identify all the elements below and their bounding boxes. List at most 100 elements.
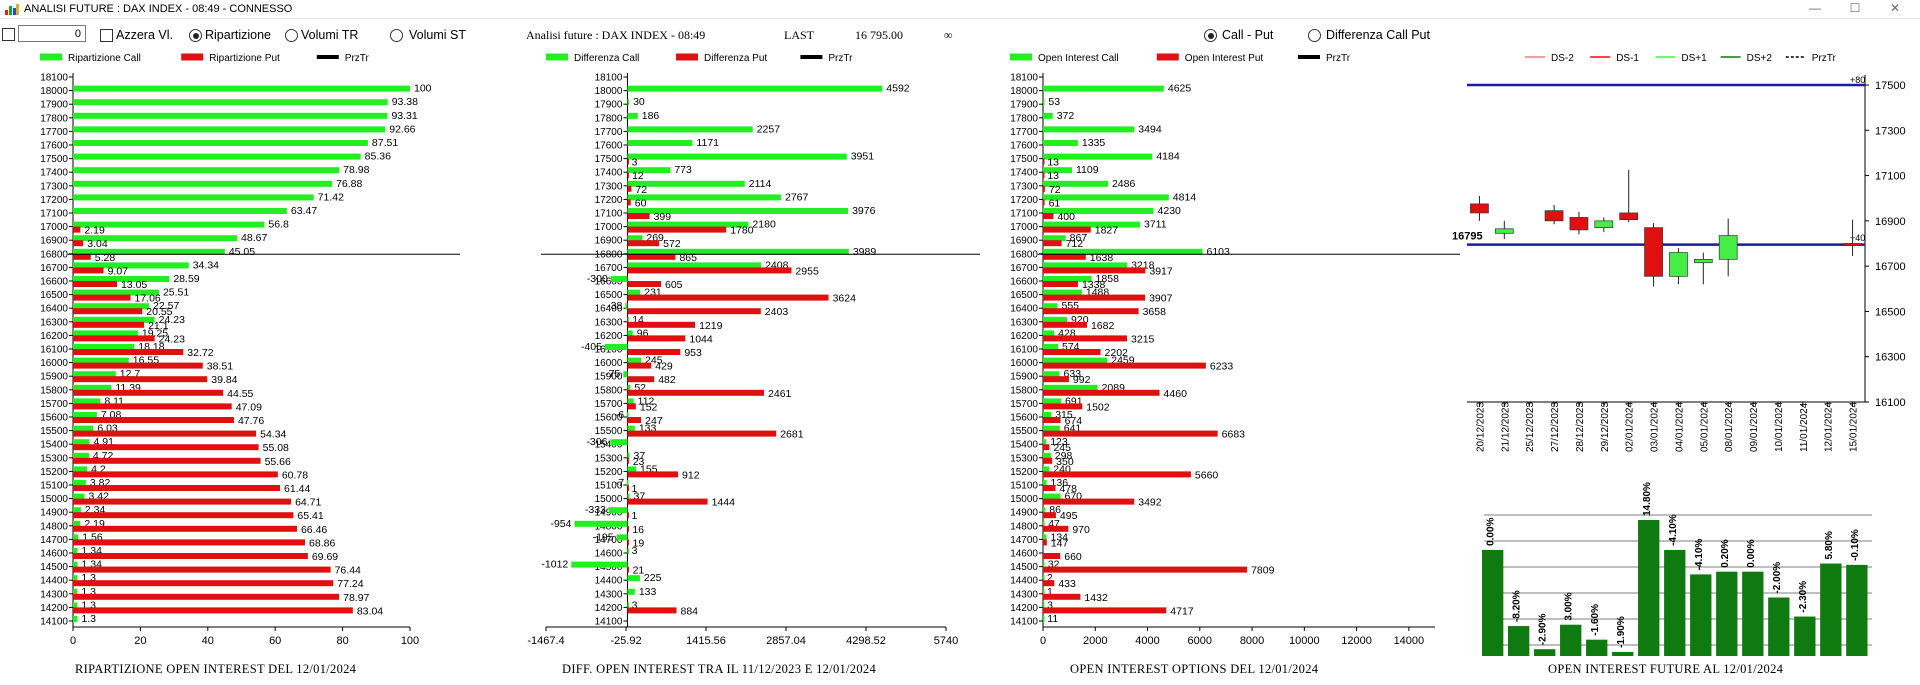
- y-tick-label: 17600: [40, 141, 68, 152]
- bar-call: [627, 425, 635, 432]
- y-tick-label: 17100: [1010, 209, 1038, 220]
- bar-call: [627, 316, 629, 323]
- volumi-st-radio[interactable]: [390, 29, 403, 42]
- bar-put-label: 61.44: [284, 483, 310, 495]
- right-marker-upper: +80: [1850, 75, 1865, 85]
- y-tick-label: 17700: [595, 127, 623, 138]
- bar-call: [1043, 248, 1203, 255]
- bar-put-label: 55.66: [265, 456, 291, 468]
- y-tick-label: 18100: [1010, 73, 1038, 84]
- y-tick-label: 16200: [40, 331, 68, 342]
- bar-put-label: 5.28: [95, 252, 116, 264]
- y-tick-label: 18000: [595, 86, 623, 97]
- bar-put: [1043, 539, 1047, 546]
- bar-call-label: 298: [1055, 450, 1073, 462]
- bar-put: [1043, 607, 1167, 614]
- bar-call: [73, 180, 333, 187]
- bar-put: [627, 566, 629, 573]
- y-tick-label: 15000: [1010, 494, 1038, 505]
- y-tick-label: 14800: [1010, 521, 1038, 532]
- bar-call: [627, 357, 642, 364]
- y-tick-label: 14100: [40, 617, 68, 628]
- bar-call: [1043, 466, 1050, 473]
- bar-call-label: 3494: [1138, 123, 1162, 135]
- candle-body: [1693, 259, 1713, 264]
- bar-put-label: 1780: [730, 225, 754, 237]
- ripartizione-label: Ripartizione: [205, 28, 272, 42]
- bar-call: [73, 112, 388, 119]
- candle-body: [1619, 212, 1639, 221]
- legend-label-2: PrzTr: [1326, 53, 1351, 64]
- bar-put-label: 47.09: [236, 401, 262, 413]
- bar-put-label: 9.07: [108, 265, 129, 277]
- bar-put: [73, 376, 208, 383]
- bar-call-label: -75: [605, 368, 620, 380]
- bar-put-label: 3917: [1149, 265, 1173, 277]
- diff-call-put-radio[interactable]: [1308, 29, 1321, 42]
- bar-call: [73, 398, 101, 405]
- value-input[interactable]: [18, 25, 86, 42]
- bar-call: [73, 520, 81, 527]
- y-tick-label: 18000: [1010, 86, 1038, 97]
- y-tick-label: 16600: [40, 277, 68, 288]
- bar-put-label: 4460: [1164, 388, 1188, 400]
- bar-call-label: 372: [1057, 110, 1075, 122]
- x-tick-label: -1467.4: [527, 635, 564, 647]
- close-button[interactable]: ✕: [1889, 1, 1901, 15]
- bar-call-label: -954: [550, 518, 571, 530]
- bar-call-label: 24.23: [159, 314, 185, 326]
- bar-call: [73, 167, 340, 174]
- bar-call: [1043, 561, 1045, 568]
- bar-put-label: 17.06: [134, 293, 160, 305]
- y-tick-label: 15900: [595, 372, 623, 383]
- bar-put: [73, 403, 232, 410]
- bar-call-label: 2114: [749, 178, 772, 190]
- y-tick-label: 16500: [40, 290, 68, 301]
- call-put-radio[interactable]: [1204, 29, 1217, 42]
- maximize-button[interactable]: ☐: [1849, 1, 1861, 15]
- y-tick-label: 15000: [40, 494, 68, 505]
- bar-call-label: 14: [632, 314, 644, 326]
- bar-call: [627, 221, 749, 228]
- bar-call: [604, 344, 628, 350]
- y-tick-label: 17700: [1010, 127, 1038, 138]
- date-label: 08/01/2024: [1724, 402, 1735, 452]
- bar-call: [627, 85, 883, 92]
- bar-call: [1043, 616, 1045, 622]
- bar-put-label: 38.51: [207, 361, 233, 373]
- ripartizione-radio[interactable]: [189, 29, 202, 42]
- bar-call: [1043, 276, 1092, 282]
- volumi-tr-radio[interactable]: [285, 29, 298, 42]
- bar-call-label: 76.88: [336, 178, 362, 190]
- y-tick-label: 15200: [40, 467, 68, 478]
- price-tick-label: 16300: [1875, 352, 1906, 364]
- bar-put-label: 54.34: [260, 429, 286, 441]
- bar-put: [1043, 349, 1101, 355]
- azzera-checkbox[interactable]: [100, 29, 113, 42]
- bar-put: [73, 457, 261, 464]
- bar-put: [627, 498, 708, 505]
- y-tick-label: 17400: [1010, 168, 1038, 179]
- bar-call: [627, 180, 745, 187]
- y-tick-label: 14100: [595, 617, 623, 628]
- bar-put: [627, 430, 777, 437]
- y-tick-label: 15500: [1010, 426, 1038, 437]
- bar-put: [1043, 267, 1146, 274]
- left-checkbox[interactable]: [2, 28, 15, 41]
- bar-call: [73, 99, 388, 106]
- x-tick-label: 8000: [1240, 635, 1264, 647]
- bar-call-label: 3989: [853, 246, 877, 258]
- bar-call: [627, 153, 847, 160]
- minimize-button[interactable]: —: [1809, 1, 1821, 15]
- bar-call: [627, 466, 637, 473]
- price-tick-label: 16900: [1875, 216, 1906, 228]
- bar-call-label: 86: [1049, 504, 1061, 516]
- bar-call-label: 3951: [851, 151, 875, 163]
- date-label: 28/12/2023: [1575, 402, 1586, 452]
- bar-put: [627, 349, 681, 355]
- x-tick-label: 60: [269, 635, 281, 647]
- bar-put-label: 572: [663, 238, 681, 250]
- y-tick-label: 16600: [595, 277, 623, 288]
- y-tick-label: 14900: [40, 508, 68, 519]
- bar-put: [73, 240, 84, 247]
